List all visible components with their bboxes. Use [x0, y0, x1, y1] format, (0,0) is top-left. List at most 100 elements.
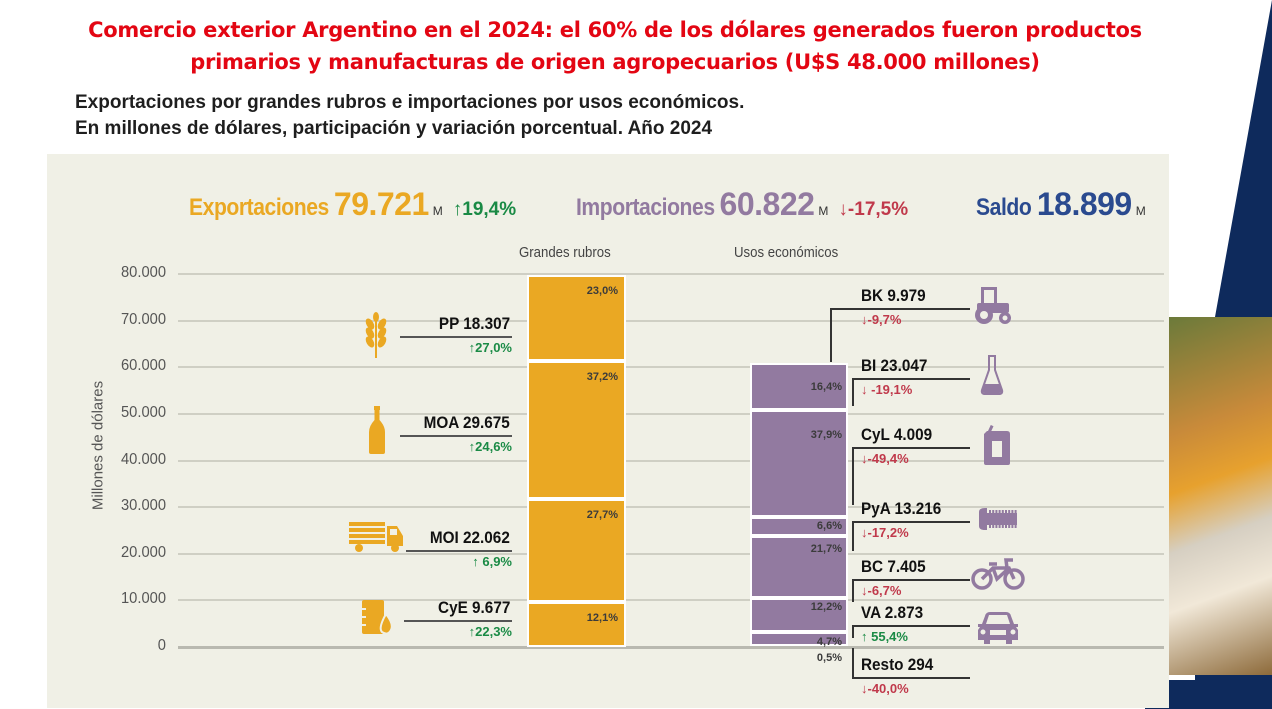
tractor-icon	[973, 287, 1013, 330]
gridline	[178, 412, 1164, 415]
export-share-label: 37,2%	[586, 370, 618, 383]
kpi-exports-change: ↑19,4%	[452, 199, 517, 220]
import-leader-line	[852, 447, 970, 449]
import-value-label: BI 23.047	[861, 356, 928, 375]
import-segment-bi	[750, 409, 848, 518]
import-connector-line	[852, 378, 854, 406]
y-tick-label: 30.000	[120, 497, 166, 515]
import-share-label: 6,6%	[816, 520, 842, 532]
gridline	[178, 366, 1164, 369]
wheat-icon	[360, 312, 392, 363]
car-icon	[976, 610, 1020, 649]
subtitle-line-2: En millones de dólares, participación y …	[75, 118, 713, 139]
import-leader-line	[852, 625, 970, 627]
fuel-barrel-icon	[360, 600, 396, 641]
kpi-exports-unit: M	[432, 204, 443, 218]
export-value-label: PP 18.307	[438, 314, 510, 333]
jerrycan-icon	[983, 424, 1011, 470]
import-leader-line	[852, 521, 970, 523]
import-share-label: 12,2%	[810, 601, 842, 613]
export-change-label: ↑27,0%	[468, 340, 512, 355]
kpi-imports-unit: M	[818, 204, 829, 218]
export-leader-line	[404, 620, 512, 622]
corn-photo	[1169, 317, 1272, 675]
y-tick-label: 70.000	[120, 310, 166, 328]
import-segment-bc	[750, 597, 848, 633]
kpi-balance-label: Saldo	[976, 194, 1032, 221]
y-tick-label: 40.000	[120, 450, 166, 468]
bicycle-icon	[971, 558, 1025, 595]
main-title-line-2: primarios y manufacturas de origen agrop…	[190, 50, 1040, 74]
import-share-label: 16,4%	[810, 381, 842, 393]
import-change-label: ↓ -19,1%	[861, 382, 913, 397]
export-share-label: 27,7%	[586, 509, 618, 522]
import-change-label: ↓-40,0%	[861, 681, 909, 696]
subtitle-line-1: Exportaciones por grandes rubros e impor…	[75, 92, 745, 113]
kpi-balance: Saldo 18.899 M	[976, 186, 1146, 223]
y-tick-label: 10.000	[120, 590, 166, 608]
import-leader-line	[852, 677, 970, 679]
import-change-label: ↓-49,4%	[861, 451, 909, 466]
import-change-label: ↓-6,7%	[861, 583, 902, 598]
kpi-exports-label: Exportaciones	[189, 194, 329, 221]
y-tick-label: 20.000	[120, 543, 166, 561]
import-segment-bk	[750, 363, 848, 410]
export-value-label: MOA 29.675	[423, 413, 510, 432]
gridline	[178, 599, 1164, 602]
import-value-label: BK 9.979	[861, 286, 926, 305]
import-value-label: PyA 13.216	[861, 499, 942, 518]
import-share-label: 4,7%	[816, 636, 842, 648]
flask-icon	[980, 354, 1004, 401]
kpi-balance-unit: M	[1135, 204, 1146, 218]
export-value-label: MOI 22.062	[430, 528, 510, 547]
y-tick-label: 0	[157, 637, 166, 654]
import-connector-line	[852, 625, 854, 638]
import-segment-pya	[750, 536, 848, 598]
import-value-label: VA 2.873	[861, 603, 924, 622]
export-segment-cye: 12,1%	[527, 601, 626, 647]
export-change-label: ↑22,3%	[468, 624, 512, 639]
y-tick-label: 50.000	[120, 403, 166, 421]
kpi-balance-value: 18.899	[1036, 186, 1132, 222]
import-connector-line	[830, 308, 832, 362]
y-tick-label: 60.000	[120, 357, 166, 375]
kpi-imports: Importaciones 60.822 M ↓-17,5%	[576, 186, 908, 223]
import-share-label: 37,9%	[810, 429, 842, 441]
import-value-label: BC 7.405	[861, 557, 926, 576]
export-share-label: 12,1%	[586, 611, 618, 624]
import-leader-line	[852, 579, 970, 581]
import-share-label: 0,5%	[816, 652, 842, 664]
screw-icon	[979, 508, 1019, 535]
export-leader-line	[400, 435, 512, 437]
import-change-label: ↑ 55,4%	[861, 629, 908, 644]
import-leader-line	[830, 308, 970, 310]
import-value-label: Resto 294	[861, 655, 934, 674]
export-change-label: ↑ 6,9%	[472, 554, 512, 569]
kpi-imports-change: ↓-17,5%	[838, 199, 909, 220]
export-value-label: CyE 9.677	[437, 598, 510, 617]
import-connector-line	[852, 648, 854, 679]
import-share-label: 21,7%	[810, 543, 842, 555]
export-share-label: 23,0%	[586, 285, 618, 298]
import-segment-cyl	[750, 517, 848, 537]
gridline	[178, 319, 1164, 322]
export-segment-moi: 27,7%	[527, 499, 626, 602]
y-tick-label: 80.000	[120, 264, 166, 281]
import-change-label: ↓-17,2%	[861, 525, 909, 540]
export-leader-line	[406, 550, 512, 552]
gridline	[178, 273, 1164, 275]
exports-column-header: Grandes rubros	[519, 244, 611, 261]
export-leader-line	[400, 336, 512, 338]
imports-column-header: Usos económicos	[734, 244, 839, 261]
bottle-icon	[367, 406, 387, 459]
kpi-imports-label: Importaciones	[576, 194, 715, 221]
main-title-line-1: Comercio exterior Argentino en el 2024: …	[88, 18, 1142, 42]
import-leader-line	[852, 378, 970, 380]
export-segment-pp: 23,0%	[527, 275, 626, 361]
kpi-exports-value: 79.721	[333, 186, 429, 222]
gridline	[178, 552, 1164, 555]
kpi-exports: Exportaciones 79.721 M ↑19,4%	[189, 186, 516, 223]
export-change-label: ↑24,6%	[468, 439, 512, 454]
import-connector-line	[852, 521, 854, 551]
import-segment-va	[750, 632, 848, 646]
